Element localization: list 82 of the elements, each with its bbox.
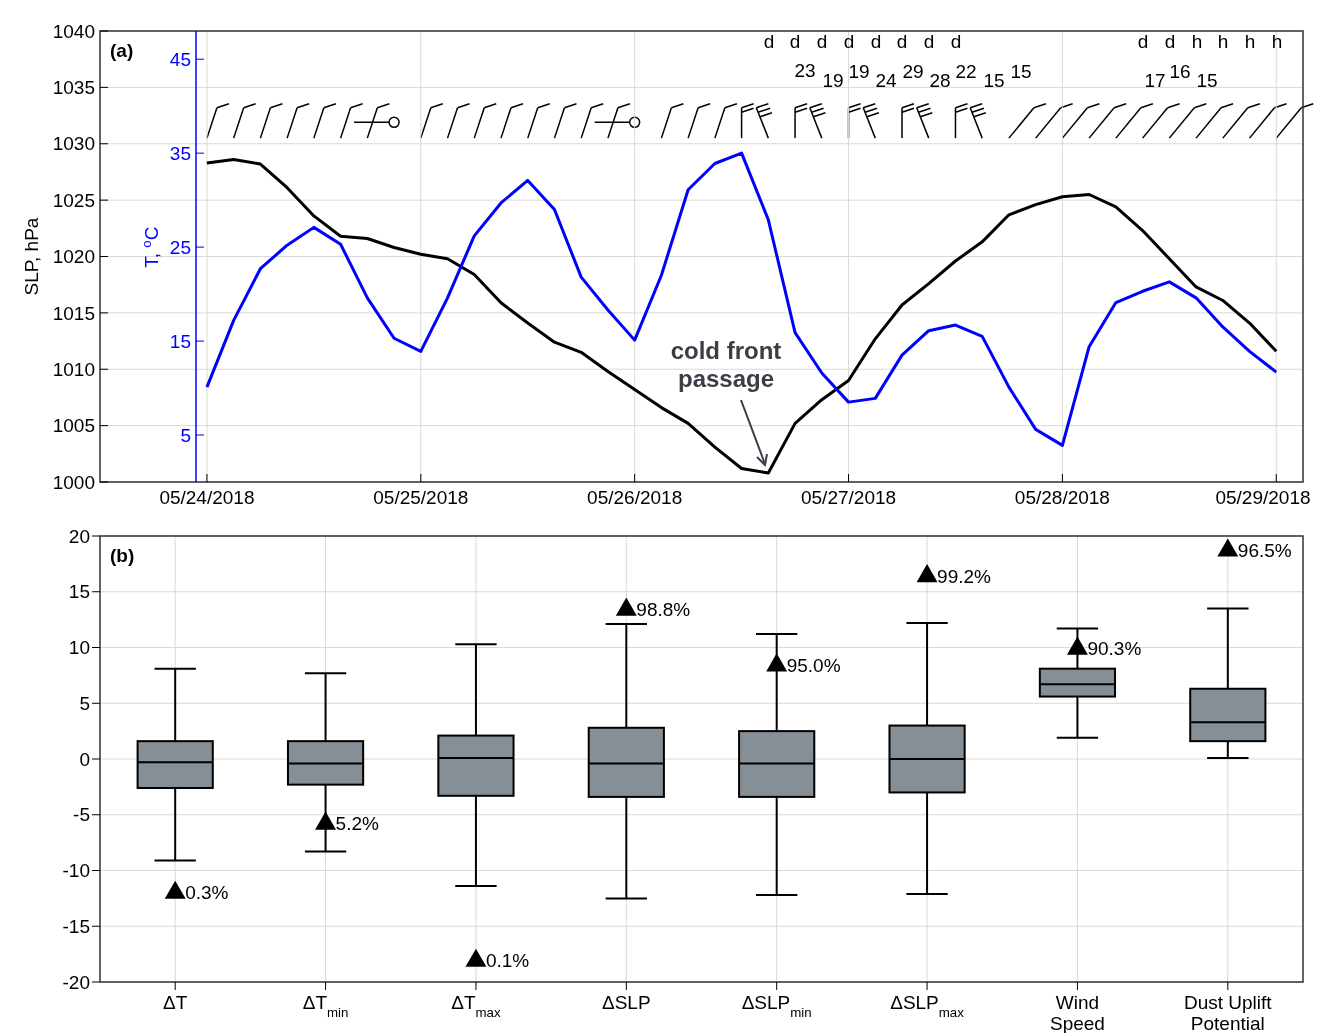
annotation: d: [896, 30, 908, 52]
annotation: h: [1244, 30, 1256, 52]
x-tick-label: 05/24/2018: [159, 487, 255, 508]
annotation: d: [789, 30, 801, 52]
annotation: h: [1217, 30, 1229, 52]
y-tick-label: 1040: [52, 20, 95, 42]
text: (a): [110, 40, 134, 61]
annotation: 29: [902, 60, 924, 82]
y2-tick-label: 45: [169, 48, 191, 70]
y2-tick-label: 35: [169, 142, 191, 164]
y-tick-label: 5: [79, 692, 90, 714]
x-tick-label: ΔT: [163, 992, 188, 1013]
annotation: d: [763, 30, 775, 52]
y-tick-label: 15: [68, 581, 90, 603]
x-tick-label: 05/26/2018: [587, 487, 683, 508]
x-tick-label: 05/25/2018: [373, 487, 469, 508]
y-tick-label: 1000: [52, 471, 95, 493]
x-tick-label: ΔT$_{min}$: [302, 992, 349, 1020]
y-axis-title: SLP, hPa: [21, 217, 42, 296]
annotation: d: [1137, 30, 1149, 52]
point: [916, 564, 938, 583]
annotation: 19: [822, 69, 844, 91]
annotation: d: [950, 30, 962, 52]
y-tick-label: -20: [62, 971, 90, 993]
annotation: h: [1191, 30, 1203, 52]
annotation: 16: [1169, 60, 1191, 82]
annotation: 0.3%: [185, 882, 229, 904]
y-tick-label: 1030: [52, 133, 95, 155]
annotation: 22: [955, 60, 977, 82]
x-tick-label: 05/27/2018: [800, 487, 897, 508]
y-tick-label: 20: [68, 525, 90, 547]
x-tick-label: 05/29/2018: [1215, 487, 1311, 508]
annotation: 96.5%: [1237, 540, 1292, 562]
point: [465, 948, 487, 967]
y-tick-label: 1020: [52, 246, 95, 268]
annotation: 98.8%: [636, 599, 691, 621]
annotation: d: [1164, 30, 1176, 52]
y2-tick-label: 5: [180, 424, 191, 446]
annotation: 95.0%: [786, 654, 841, 676]
x-tick-label: ΔSLP$_{max}$: [890, 992, 965, 1020]
annotation: cold front passage: [670, 337, 782, 393]
y-tick-label: 1015: [52, 302, 95, 324]
annotation: 24: [875, 69, 897, 91]
y-tick-label: 0: [79, 748, 90, 770]
x-tick-label: ΔSLP: [602, 992, 651, 1013]
y-tick-label: 10: [68, 637, 90, 659]
point: [1217, 538, 1239, 557]
annotation: 28: [929, 69, 951, 91]
annotation: 15: [983, 69, 1005, 91]
x-tick-label: ΔSLP$_{min}$: [741, 992, 812, 1020]
annotation: d: [816, 30, 828, 52]
annotation: 15: [1196, 69, 1218, 91]
annotation: 0.1%: [485, 950, 530, 972]
annotation: d: [870, 30, 882, 52]
point: [1066, 636, 1088, 655]
annotation: d: [843, 30, 855, 52]
x-tick-label: 05/28/2018: [1014, 487, 1110, 508]
point: [164, 880, 186, 899]
y-tick-label: -15: [62, 915, 90, 937]
annotation: 90.3%: [1087, 638, 1142, 660]
point: [315, 811, 337, 830]
annotation: d: [923, 30, 935, 52]
annotation: 17: [1144, 69, 1166, 91]
point: [615, 597, 637, 616]
annotation: 15: [1010, 60, 1032, 82]
y2-tick-label: 15: [169, 330, 191, 352]
y-tick-label: 1025: [52, 189, 95, 211]
text: (b): [110, 545, 135, 566]
y-tick-label: 1005: [52, 415, 95, 437]
y-tick-label: 1010: [52, 358, 95, 380]
y-tick-label: -5: [73, 804, 90, 826]
annotation: 99.2%: [937, 565, 992, 587]
annotation: 23: [794, 59, 816, 81]
x-tick-label: ΔT$_{max}$: [451, 992, 501, 1020]
y-tick-label: -10: [62, 860, 90, 882]
annotation: 5.2%: [335, 813, 379, 835]
point: [766, 653, 788, 672]
annotation: h: [1271, 30, 1283, 52]
annotation: 19: [848, 60, 870, 82]
y-tick-label: 1035: [52, 77, 95, 99]
y2-tick-label: 25: [169, 236, 191, 258]
x-tick-label: Dust Uplift Potential: [1183, 992, 1273, 1033]
